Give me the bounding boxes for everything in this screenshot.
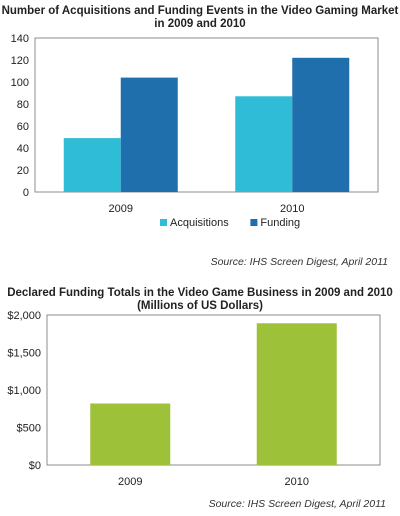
chart2-ytick-label: $0 (29, 460, 41, 472)
chart1-bar-acquisitions-2010 (235, 96, 293, 192)
chart2-plot: $0 $500 $1,000 $1,500 $2,000 2009 2010 (7, 310, 381, 488)
chart1-bar-acquisitions-2009 (63, 138, 121, 192)
chart1-ytick-label: 100 (11, 77, 29, 89)
chart1-bar-funding-2009 (120, 77, 178, 192)
chart2-ytick-label: $1,500 (7, 348, 41, 360)
chart2-ytick-label: $500 (17, 423, 41, 435)
chart1-legend-label-acquisitions: Acquisitions (170, 217, 229, 229)
chart1-ytick-label: 0 (23, 187, 29, 199)
chart2-title: Declared Funding Totals in the Video Gam… (7, 287, 393, 312)
chart2-ytick-label: $1,000 (7, 385, 41, 397)
chart1-legend-swatch-acquisitions (160, 219, 167, 226)
chart2-source: Source: IHS Screen Digest, April 2011 (208, 498, 386, 510)
chart2-ytick-label: $2,000 (7, 310, 41, 322)
chart1-ytick-label: 80 (17, 99, 29, 111)
chart2-xtick-label: 2009 (118, 476, 142, 488)
chart1-ytick-label: 140 (11, 33, 29, 45)
chart1-bar-funding-2010 (292, 57, 350, 192)
chart1-title: Number of Acquisitions and Funding Event… (1, 5, 399, 30)
chart2-xtick-label: 2010 (285, 476, 309, 488)
chart1-plot: 0 20 40 60 80 100 120 140 2009 2010 Acquisitions Fu… (11, 33, 379, 229)
chart1-source: Source: IHS Screen Digest, April 2011 (210, 256, 388, 268)
chart2-bar-2009 (90, 403, 171, 465)
chart1-legend-swatch-funding (250, 219, 258, 226)
chart1-xtick-label: 2009 (109, 203, 133, 215)
chart1-xtick-label: 2010 (280, 203, 304, 215)
chart1-ytick-label: 40 (17, 143, 29, 155)
chart1-legend-label-funding: Funding (260, 217, 300, 229)
chart2-bar-2010 (256, 323, 337, 465)
chart1-ytick-label: 20 (17, 165, 29, 177)
chart1-ytick-label: 120 (11, 55, 29, 67)
chart1-ytick-label: 60 (17, 121, 29, 133)
